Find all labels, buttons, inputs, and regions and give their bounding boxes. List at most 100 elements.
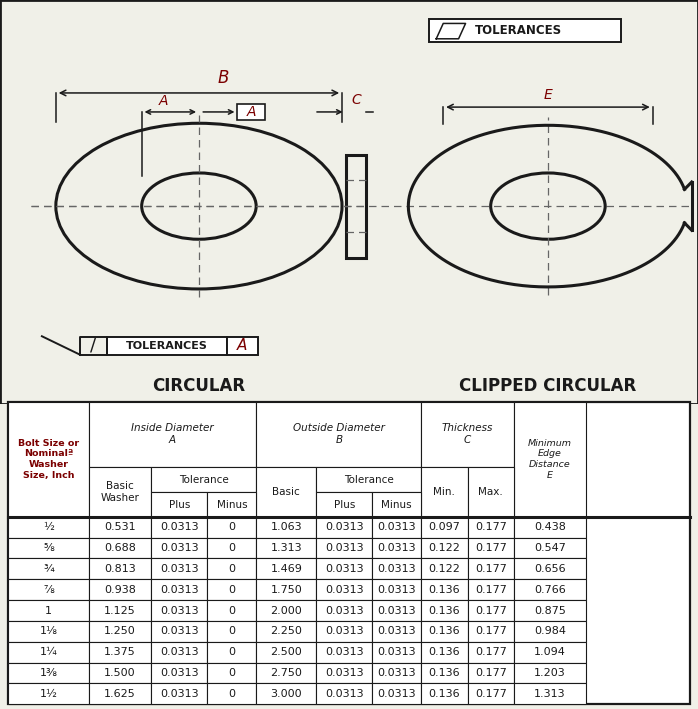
- Text: 0.122: 0.122: [429, 543, 460, 553]
- Text: ⅝: ⅝: [43, 543, 54, 553]
- Bar: [514, 683, 586, 704]
- Bar: [207, 537, 256, 559]
- Text: C: C: [351, 93, 361, 107]
- Bar: [8, 402, 89, 517]
- Bar: [151, 600, 207, 621]
- Bar: [256, 642, 316, 663]
- Bar: [207, 579, 256, 600]
- Bar: [8, 663, 89, 683]
- Text: 0.177: 0.177: [475, 647, 507, 657]
- Text: 0.875: 0.875: [534, 605, 566, 615]
- Bar: [89, 467, 151, 517]
- Bar: [151, 559, 207, 579]
- Text: Inside Diameter
A: Inside Diameter A: [131, 423, 214, 445]
- Text: 0.938: 0.938: [104, 585, 136, 595]
- Bar: [316, 621, 372, 642]
- Text: 0: 0: [228, 543, 235, 553]
- Text: 0.0313: 0.0313: [325, 564, 364, 574]
- Text: 0.531: 0.531: [104, 522, 136, 532]
- Text: 0.547: 0.547: [534, 543, 566, 553]
- Bar: [8, 683, 89, 704]
- Text: 0.0313: 0.0313: [378, 689, 416, 699]
- Text: 0: 0: [228, 626, 235, 637]
- Bar: [256, 559, 316, 579]
- Bar: [151, 467, 256, 493]
- Text: 1¼: 1¼: [40, 647, 57, 657]
- Text: 0.136: 0.136: [429, 585, 460, 595]
- Bar: [468, 621, 514, 642]
- Bar: [89, 579, 151, 600]
- Text: TOLERANCES: TOLERANCES: [475, 24, 562, 37]
- Bar: [468, 559, 514, 579]
- Text: Tolerance: Tolerance: [344, 474, 394, 485]
- Text: 0.984: 0.984: [534, 626, 566, 637]
- Bar: [256, 517, 316, 537]
- Text: 0.0313: 0.0313: [160, 626, 199, 637]
- FancyBboxPatch shape: [429, 19, 621, 43]
- Text: 0.438: 0.438: [534, 522, 566, 532]
- Text: Plus: Plus: [334, 500, 355, 510]
- Bar: [316, 517, 372, 537]
- Text: 0.0313: 0.0313: [160, 585, 199, 595]
- Bar: [8, 621, 89, 642]
- Text: A: A: [158, 94, 168, 108]
- Text: 0.177: 0.177: [475, 543, 507, 553]
- Text: ¾: ¾: [43, 564, 54, 574]
- Bar: [207, 663, 256, 683]
- Bar: [421, 537, 468, 559]
- Text: 0.136: 0.136: [429, 647, 460, 657]
- Text: 0.177: 0.177: [475, 605, 507, 615]
- Text: 0.688: 0.688: [104, 543, 136, 553]
- Bar: [421, 600, 468, 621]
- Bar: [256, 663, 316, 683]
- Text: 1.063: 1.063: [271, 522, 302, 532]
- Bar: [316, 537, 372, 559]
- Text: 1.750: 1.750: [270, 585, 302, 595]
- Text: Basic
Washer: Basic Washer: [101, 481, 140, 503]
- Text: 0.813: 0.813: [104, 564, 136, 574]
- Bar: [372, 600, 421, 621]
- Bar: [256, 402, 421, 467]
- Text: CLIPPED CIRCULAR: CLIPPED CIRCULAR: [459, 377, 637, 395]
- Text: 0.0313: 0.0313: [325, 689, 364, 699]
- Bar: [421, 683, 468, 704]
- Bar: [421, 663, 468, 683]
- Text: Minimum
Edge
Distance
E: Minimum Edge Distance E: [528, 439, 572, 480]
- Text: 0.136: 0.136: [429, 605, 460, 615]
- Text: E: E: [544, 88, 552, 102]
- Text: 0.0313: 0.0313: [160, 543, 199, 553]
- Text: Basic: Basic: [272, 487, 300, 497]
- Bar: [256, 467, 316, 517]
- Text: 0.0313: 0.0313: [378, 564, 416, 574]
- Text: 0.122: 0.122: [429, 564, 460, 574]
- Text: Minus: Minus: [216, 500, 247, 510]
- Text: 0.0313: 0.0313: [378, 668, 416, 678]
- Bar: [468, 467, 514, 517]
- Text: 0.0313: 0.0313: [378, 522, 416, 532]
- Bar: [421, 579, 468, 600]
- Bar: [207, 621, 256, 642]
- Bar: [89, 537, 151, 559]
- Bar: [207, 642, 256, 663]
- Bar: [207, 683, 256, 704]
- Bar: [372, 621, 421, 642]
- Text: 0.0313: 0.0313: [160, 605, 199, 615]
- Bar: [421, 559, 468, 579]
- Bar: [316, 663, 372, 683]
- Bar: [514, 579, 586, 600]
- Text: 0: 0: [228, 522, 235, 532]
- Text: Tolerance: Tolerance: [179, 474, 229, 485]
- Text: 0.177: 0.177: [475, 522, 507, 532]
- Bar: [372, 559, 421, 579]
- Bar: [256, 683, 316, 704]
- Bar: [514, 663, 586, 683]
- Bar: [421, 621, 468, 642]
- Text: 3.000: 3.000: [271, 689, 302, 699]
- Text: 0.766: 0.766: [534, 585, 566, 595]
- Bar: [256, 600, 316, 621]
- Text: 0.0313: 0.0313: [378, 585, 416, 595]
- Text: Max.: Max.: [478, 487, 503, 497]
- Bar: [316, 467, 421, 493]
- Bar: [89, 559, 151, 579]
- Text: 2.500: 2.500: [270, 647, 302, 657]
